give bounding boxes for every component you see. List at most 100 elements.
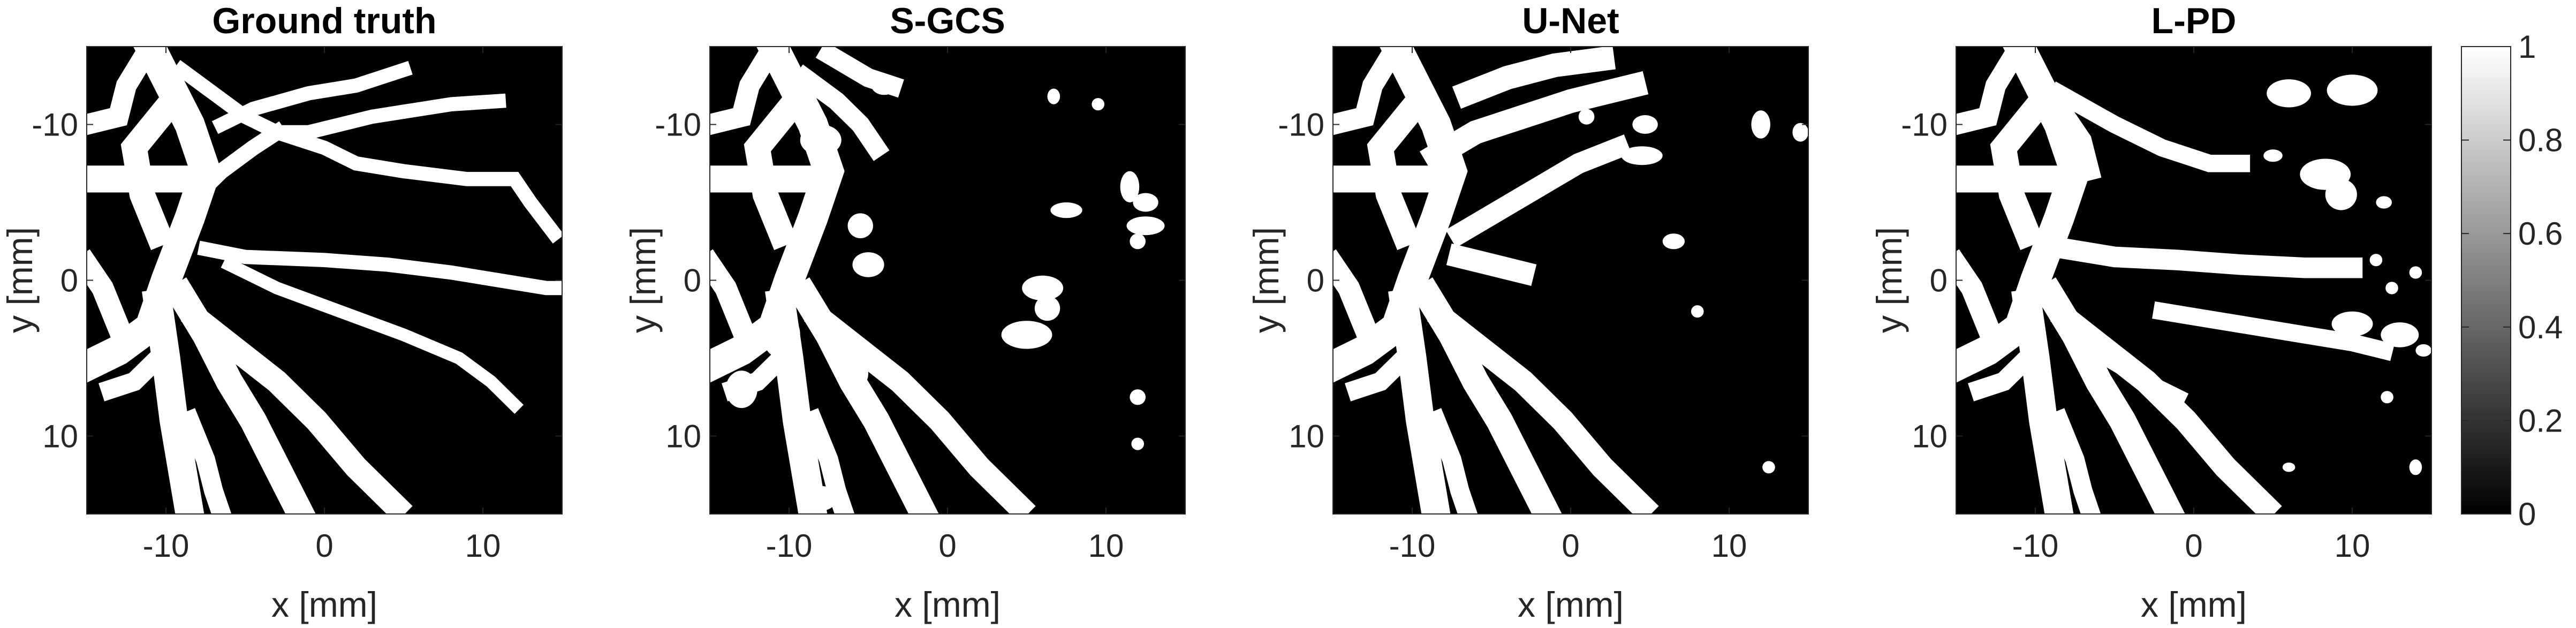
vessel-segment [1420, 71, 1649, 172]
vessel-segment [2055, 237, 2363, 278]
vessel-segment [186, 121, 288, 206]
vessel-segment [2095, 347, 2189, 408]
detection-blob [2369, 254, 2383, 267]
detection-blob [1662, 233, 1685, 249]
vessel-segment [2152, 301, 2395, 361]
detection-blob [1047, 88, 1060, 104]
y-tick-label: 10 [1912, 419, 1948, 455]
vessel-segment [1388, 287, 1451, 514]
detection-blob [2327, 74, 2378, 106]
x-axis-label: x [mm] [2141, 585, 2247, 624]
detection-blob [1133, 193, 1158, 212]
detection-blob [2331, 311, 2373, 337]
y-tick-label: 0 [684, 263, 701, 299]
x-tick-label: -10 [2012, 528, 2059, 564]
panel-title: L-PD [2151, 1, 2237, 41]
vessel-map [87, 47, 562, 514]
x-axis-label: x [mm] [271, 585, 377, 624]
y-tick-label: 0 [1930, 263, 1948, 299]
y-axis-label: y [mm] [623, 227, 663, 333]
vessel-segment [2050, 302, 2282, 514]
y-tick-label: 0 [1307, 263, 1324, 299]
detection-blob [1126, 216, 1165, 236]
colorbar-tick-label: 0 [2518, 496, 2536, 532]
detection-blob [2415, 344, 2431, 357]
detection-blob [1792, 123, 1808, 142]
vessel-segment [1423, 408, 1478, 514]
y-tick-label: 10 [42, 419, 78, 455]
panel-title: Ground truth [212, 1, 436, 41]
vessel-segment [1956, 47, 2091, 383]
detection-blob [725, 370, 757, 408]
vessel-map [710, 47, 1165, 514]
detection-blob [1034, 296, 1060, 321]
panel-ground-truth: Ground truth -10 0 10 -10 0 10 x [mm] y [mm] [0, 1, 563, 624]
x-tick-label: 0 [938, 528, 956, 564]
vessel-segment [177, 408, 232, 514]
vessel-segment [791, 64, 890, 161]
vessel-segment [268, 123, 562, 244]
vessel-segment [710, 47, 785, 135]
x-tick-label: 10 [2335, 528, 2370, 564]
vessel-segment [1445, 134, 1632, 248]
vessel-segment [1333, 47, 1468, 383]
detection-blob [1120, 171, 1140, 202]
x-axis-label: x [mm] [1518, 585, 1624, 624]
detection-blob [836, 358, 868, 390]
detection-blob [852, 252, 884, 277]
vessel-segment [710, 249, 756, 342]
x-ticks: -10 0 10 [1389, 47, 1747, 564]
detection-blob [1130, 389, 1146, 405]
vessel-map [1956, 47, 2431, 514]
y-ticks: -10 0 10 [655, 107, 1185, 455]
detection-blob [1131, 437, 1144, 450]
vessel-segment [1344, 344, 1418, 402]
vessel-segment [1446, 243, 1537, 286]
detection-blob [762, 311, 800, 359]
vessel-segment [2047, 408, 2101, 514]
detection-blob [2381, 391, 2393, 404]
y-axis-label: y [mm] [1246, 227, 1286, 333]
detection-blob [2325, 179, 2357, 210]
vessel-segment [1956, 47, 2032, 135]
colorbar-tick-label: 1 [2518, 29, 2536, 65]
x-ticks: -10 0 10 [2012, 47, 2370, 564]
detection-blob [1621, 146, 1663, 165]
y-ticks: -10 0 10 [1278, 107, 1808, 455]
colorbar-tick-label: 0.8 [2518, 123, 2563, 158]
detection-blob [2409, 266, 2422, 279]
detection-blob [1022, 275, 1064, 301]
x-tick-label: -10 [1389, 528, 1436, 564]
vessel-segment [141, 287, 204, 514]
detection-blob [1001, 321, 1052, 349]
x-tick-label: 10 [465, 528, 501, 564]
x-tick-label: 0 [315, 528, 333, 564]
detection-blob [1130, 233, 1146, 249]
x-axis-label: x [mm] [895, 585, 1001, 624]
vessel-segment [1427, 302, 1659, 514]
colorbar-tick-label: 0.2 [2518, 403, 2563, 438]
panel-s-gcs: S-GCS -10 0 10 -10 0 10 x [mm] y [mm] [623, 1, 1186, 624]
y-axis-label: y [mm] [1869, 227, 1909, 333]
detection-blob [805, 486, 837, 511]
vessel-segment [2025, 98, 2102, 182]
colorbar: 0 0.2 0.4 0.6 0.8 1 [2461, 29, 2563, 532]
detection-blob [2409, 459, 2422, 475]
detection-blob [2263, 149, 2283, 162]
y-axis-label: y [mm] [0, 227, 40, 333]
vessel-segment [98, 344, 172, 402]
colorbar-tick-label: 0.4 [2518, 309, 2563, 345]
y-tick-label: -10 [1901, 107, 1948, 143]
detection-blob [847, 213, 873, 239]
detection-blob [871, 76, 897, 95]
y-tick-label: -10 [1278, 107, 1324, 143]
vessel-segment [800, 408, 855, 514]
x-tick-label: 10 [1711, 528, 1747, 564]
y-tick-label: -10 [655, 107, 701, 143]
y-tick-label: 10 [1289, 419, 1324, 455]
detection-blob [2385, 282, 2398, 294]
x-ticks: -10 0 10 [766, 47, 1124, 564]
vessel-segment [2047, 81, 2251, 172]
vessel-segment [87, 249, 133, 342]
vessel-segment [804, 302, 1036, 514]
